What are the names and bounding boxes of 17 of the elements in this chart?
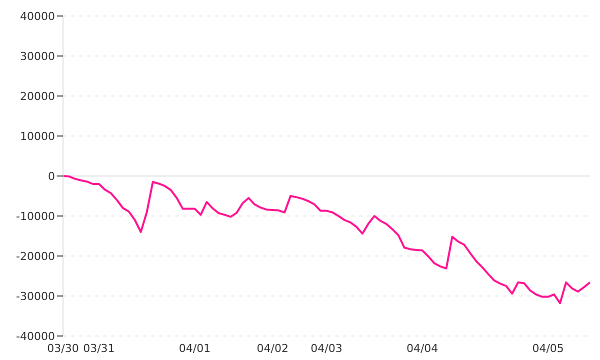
line-series — [62, 175, 591, 304]
x-tick-label: 04/03 — [310, 342, 342, 355]
x-tick-label: 03/31 — [83, 342, 115, 355]
x-tick-label: 04/02 — [256, 342, 288, 355]
x-tick-label: 04/05 — [532, 342, 564, 355]
y-tick-label: 0 — [48, 170, 55, 183]
y-tick-label: -10000 — [16, 210, 55, 223]
y-tick-label: 40000 — [20, 10, 55, 23]
x-tick-label: 03/30 — [47, 342, 79, 355]
y-tick-label: 20000 — [20, 90, 55, 103]
y-tick-label: 10000 — [20, 130, 55, 143]
y-tick-label: 30000 — [20, 50, 55, 63]
y-tick-label: -20000 — [16, 250, 55, 263]
x-tick-label: 04/01 — [178, 342, 211, 355]
y-tick-label: -40000 — [16, 330, 55, 343]
x-tick-label: 04/04 — [406, 342, 438, 355]
y-tick-label: -30000 — [16, 290, 55, 303]
